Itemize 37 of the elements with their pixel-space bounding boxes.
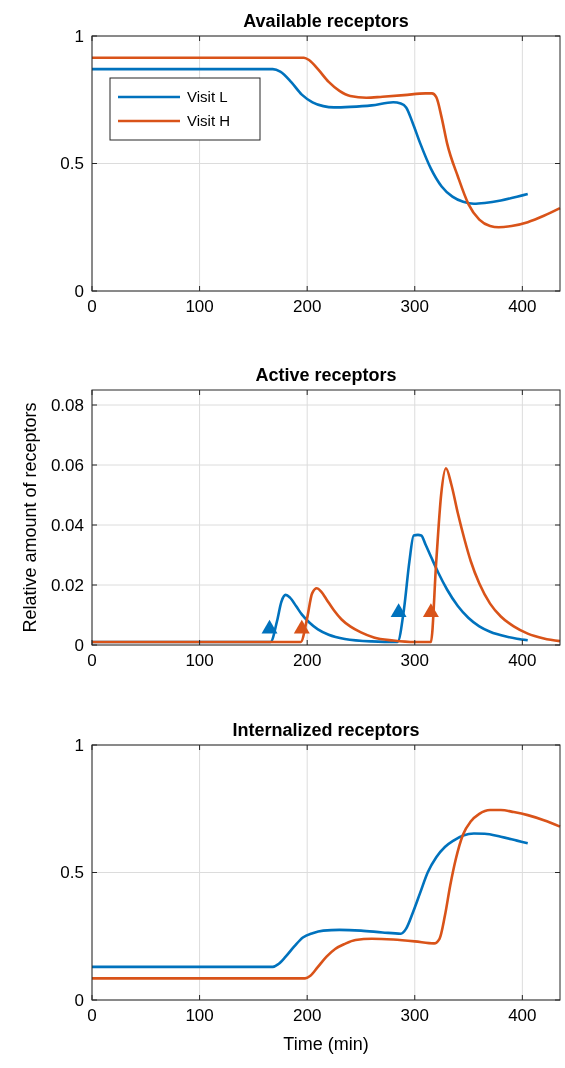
x-tick-label: 400 [508,1006,537,1025]
x-tick-label: 200 [292,651,322,670]
y-tick-label: 0.5 [60,863,84,883]
y-tick-label: 1 [74,26,84,46]
x-axis-title: Time (min) [283,1034,369,1054]
x-tick-label: 300 [400,297,429,316]
line-series [90,832,530,969]
y-tick-label: 0.02 [50,575,84,595]
legend-label: Visit L [187,88,228,106]
y-tick-label: 0 [74,635,84,655]
line-series [90,808,562,980]
x-tick-label: 0 [87,297,97,316]
x-tick-label: 300 [400,651,429,670]
x-tick-label: 100 [185,297,214,316]
x-tick-label: 0 [87,1006,97,1025]
x-tick-label: 400 [508,297,537,316]
chart-title: Available receptors [243,11,409,31]
x-tick-label: 200 [292,297,322,316]
y-tick-label: 0.06 [50,455,84,475]
y-tick-label: 0.08 [50,395,84,415]
chart-title: Internalized receptors [232,720,420,740]
y-axis-title: Relative amount of receptors [20,402,40,633]
y-tick-label: 0.04 [50,515,84,535]
y-tick-label: 1 [74,735,84,755]
x-tick-label: 200 [292,1006,322,1025]
x-tick-label: 100 [185,651,214,670]
x-tick-label: 0 [87,651,97,670]
y-tick-label: 0 [74,990,84,1010]
chart-title: Active receptors [255,365,397,385]
x-tick-label: 300 [400,1006,429,1025]
x-tick-label: 400 [508,651,537,670]
line-series [90,67,530,206]
y-tick-label: 0.5 [60,154,84,174]
line-series [90,56,562,229]
legend-label: Visit H [187,112,231,130]
x-tick-label: 100 [185,1006,214,1025]
y-tick-label: 0 [74,281,84,301]
